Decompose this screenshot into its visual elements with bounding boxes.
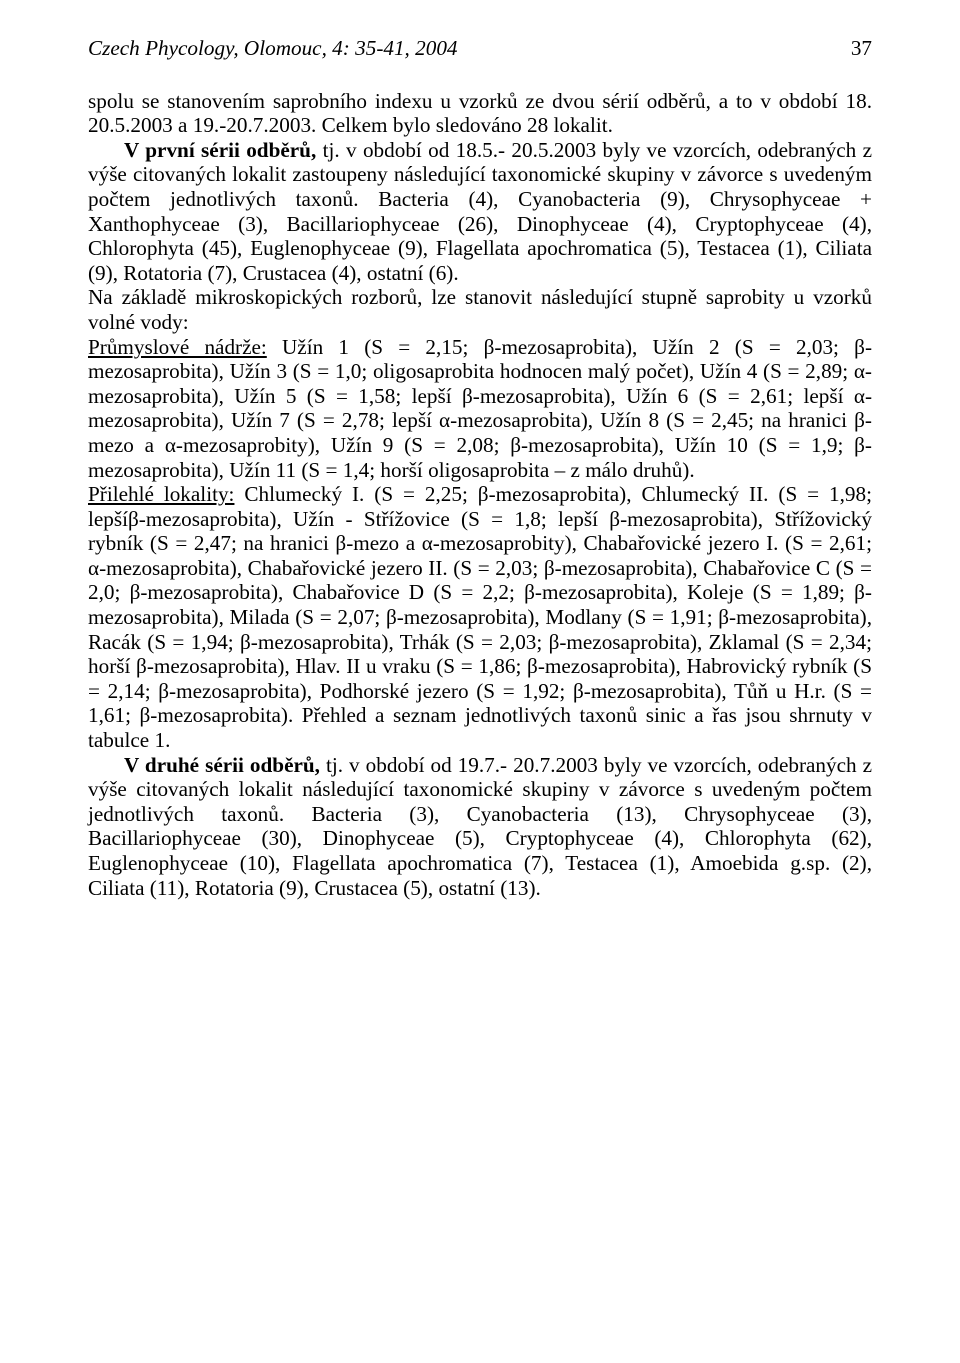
body-para-6: V druhé sérii odběrů, tj. v období od 19… xyxy=(88,753,872,901)
adjacent-localities-label: Přilehlé lokality: xyxy=(88,482,234,506)
page-number: 37 xyxy=(851,36,872,61)
journal-citation: Czech Phycology, Olomouc, 4: 35-41, 2004 xyxy=(88,36,458,60)
series2-lead: V druhé sérii odběrů, xyxy=(124,753,320,777)
adjacent-localities-text: Chlumecký I. (S = 2,25; β-mezosaprobita)… xyxy=(88,482,872,752)
running-head: Czech Phycology, Olomouc, 4: 35-41, 2004… xyxy=(88,36,872,61)
body-para-4: Průmyslové nádrže: Užín 1 (S = 2,15; β-m… xyxy=(88,335,872,483)
page: Czech Phycology, Olomouc, 4: 35-41, 2004… xyxy=(0,0,960,1363)
body-para-2: V první sérii odběrů, tj. v období od 18… xyxy=(88,138,872,286)
body-para-5: Přilehlé lokality: Chlumecký I. (S = 2,2… xyxy=(88,482,872,753)
series1-lead: V první sérii odběrů, xyxy=(124,138,316,162)
body-para-1: spolu se stanovením saprobního indexu u … xyxy=(88,89,872,138)
industrial-reservoirs-label: Průmyslové nádrže: xyxy=(88,335,267,359)
body-para-3-intro: Na základě mikroskopických rozborů, lze … xyxy=(88,285,872,334)
